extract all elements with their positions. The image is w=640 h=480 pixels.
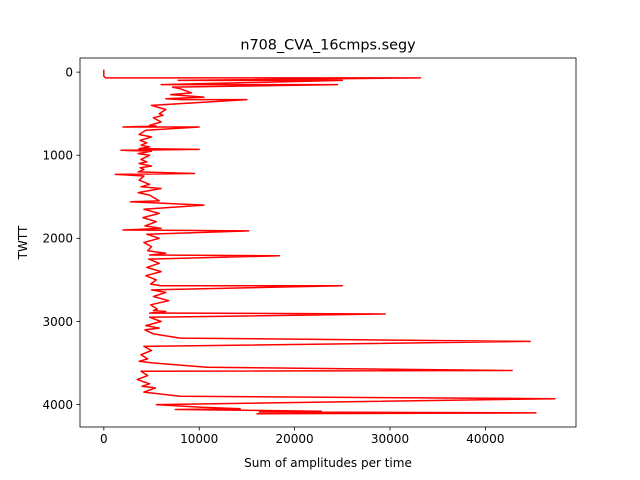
- y-tick-label: 4000: [42, 398, 73, 412]
- x-tick-label: 20000: [276, 432, 314, 446]
- y-axis-label: TWTT: [16, 225, 30, 260]
- y-tick-label: 0: [65, 65, 73, 79]
- plot-area: [103, 69, 556, 415]
- x-tick-label: 0: [100, 432, 108, 446]
- y-axis-ticks: 0 1000 2000 3000 4000: [42, 65, 80, 412]
- chart-title: n708_CVA_16cmps.segy: [240, 38, 416, 54]
- y-tick-label: 3000: [42, 315, 73, 329]
- plot-frame: [79, 57, 577, 428]
- x-axis-label: Sum of amplitudes per time: [244, 456, 412, 470]
- x-axis-ticks: 0 10000 20000 30000 40000: [100, 427, 504, 446]
- x-tick-label: 10000: [180, 432, 218, 446]
- x-tick-label: 30000: [371, 432, 409, 446]
- y-tick-label: 1000: [42, 149, 73, 163]
- x-tick-label: 40000: [466, 432, 504, 446]
- series-line: [103, 69, 556, 415]
- y-tick-label: 2000: [42, 232, 73, 246]
